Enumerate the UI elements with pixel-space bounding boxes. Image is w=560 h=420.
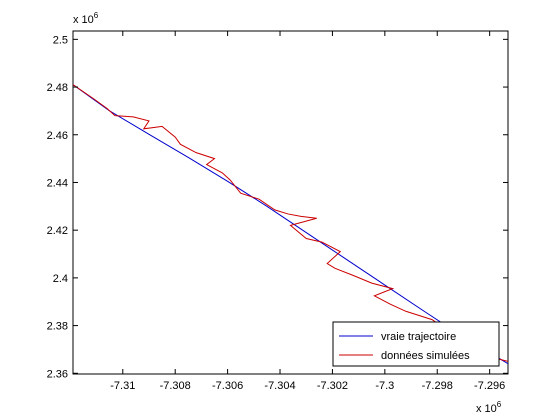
x-tick-label: -7.296 bbox=[474, 380, 505, 392]
series-line-1 bbox=[73, 84, 508, 362]
y-tick-label: 2.5 bbox=[53, 34, 68, 46]
series-line-0 bbox=[73, 84, 508, 365]
x-tick-label: -7.3 bbox=[375, 380, 394, 392]
y-tick-label: 2.42 bbox=[47, 225, 68, 237]
legend-label-donnees-simulees: données simulées bbox=[381, 350, 470, 362]
y-tick-label: 2.36 bbox=[47, 368, 68, 380]
legend-label-vraie-trajectoire: vraie trajectoire bbox=[381, 331, 456, 343]
y-exponent-label: x 106 bbox=[73, 11, 99, 26]
x-tick-label: -7.31 bbox=[110, 380, 135, 392]
y-tick-label: 2.4 bbox=[53, 273, 68, 285]
y-tick-label: 2.38 bbox=[47, 321, 68, 333]
x-exponent-label: x 106 bbox=[476, 400, 502, 415]
y-tick-label: 2.46 bbox=[47, 130, 68, 142]
plot-area bbox=[72, 30, 509, 375]
y-tick-label: 2.48 bbox=[47, 82, 68, 94]
x-tick-label: -7.306 bbox=[212, 380, 243, 392]
x-tick-label: -7.302 bbox=[317, 380, 348, 392]
x-tick-label: -7.304 bbox=[264, 380, 295, 392]
legend: vraie trajectoire données simulées bbox=[332, 321, 500, 367]
legend-box bbox=[332, 321, 500, 367]
x-tick-label: -7.298 bbox=[422, 380, 453, 392]
y-tick-label: 2.44 bbox=[47, 177, 68, 189]
x-tick-label: -7.308 bbox=[160, 380, 191, 392]
